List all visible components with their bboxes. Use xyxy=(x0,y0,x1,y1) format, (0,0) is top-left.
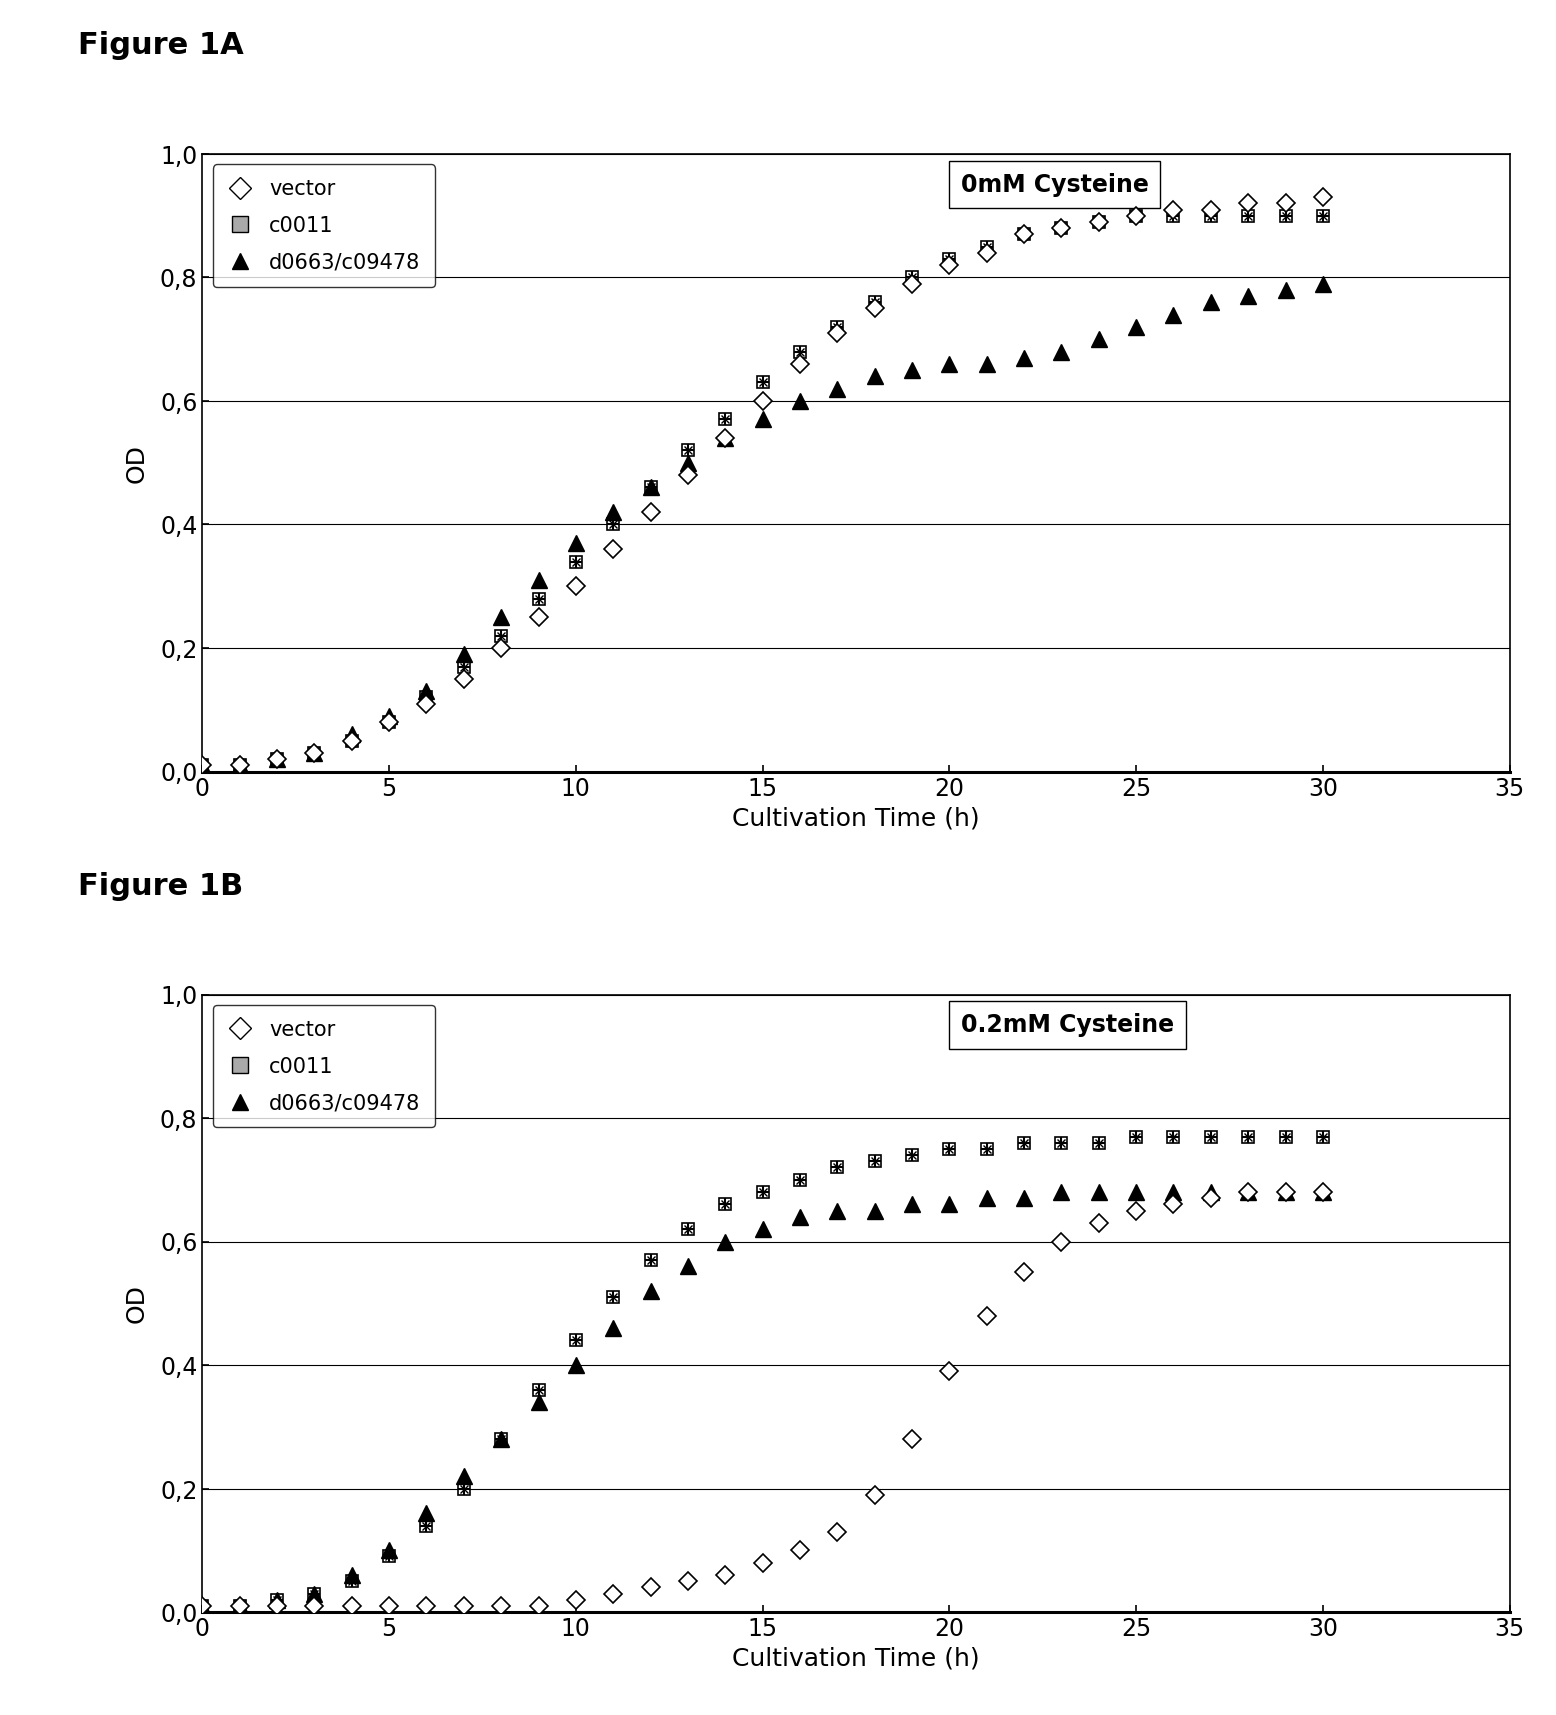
Y-axis label: OD: OD xyxy=(124,444,149,482)
Legend: vector, c0011, d0663/c09478: vector, c0011, d0663/c09478 xyxy=(213,165,434,286)
Text: 0.2mM Cysteine: 0.2mM Cysteine xyxy=(960,1014,1173,1038)
X-axis label: Cultivation Time (h): Cultivation Time (h) xyxy=(731,806,980,830)
Text: Figure 1A: Figure 1A xyxy=(78,31,243,60)
Text: 0mM Cysteine: 0mM Cysteine xyxy=(960,173,1148,197)
X-axis label: Cultivation Time (h): Cultivation Time (h) xyxy=(731,1646,980,1670)
Text: Figure 1B: Figure 1B xyxy=(78,871,243,900)
Legend: vector, c0011, d0663/c09478: vector, c0011, d0663/c09478 xyxy=(213,1005,434,1127)
Y-axis label: OD: OD xyxy=(124,1285,149,1322)
